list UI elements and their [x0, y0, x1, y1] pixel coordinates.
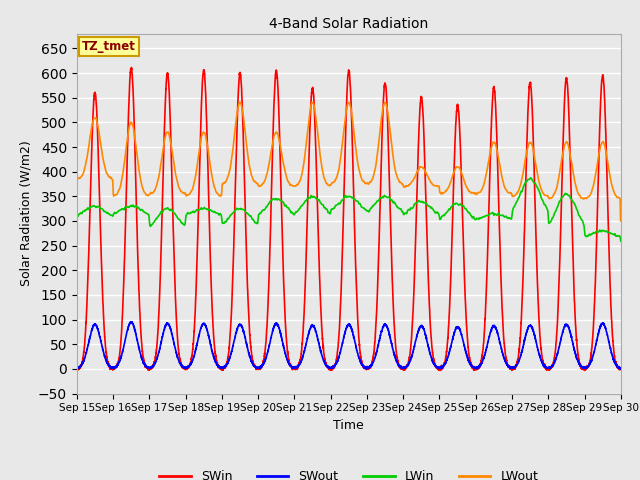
SWout — [329, 363, 337, 369]
SWout — [171, 344, 179, 349]
SWout — [473, 366, 481, 372]
LWout — [329, 180, 337, 185]
LWout — [617, 218, 625, 224]
LWin — [328, 206, 336, 212]
LWin — [73, 212, 81, 218]
LWout — [616, 197, 624, 203]
LWin — [171, 211, 179, 216]
LWout — [73, 175, 81, 181]
SWin — [329, 366, 337, 372]
LWout — [471, 191, 479, 197]
Title: 4-Band Solar Radiation: 4-Band Solar Radiation — [269, 17, 428, 31]
SWout — [127, 319, 135, 324]
Line: LWin: LWin — [77, 178, 621, 241]
Legend: SWin, SWout, LWin, LWout: SWin, SWout, LWin, LWout — [154, 465, 543, 480]
LWout — [171, 164, 179, 170]
LWin — [471, 216, 479, 222]
Text: TZ_tmet: TZ_tmet — [82, 40, 136, 53]
X-axis label: Time: Time — [333, 419, 364, 432]
SWout — [471, 365, 479, 371]
LWout — [236, 99, 244, 105]
Line: SWout: SWout — [77, 322, 621, 369]
LWin — [616, 234, 624, 240]
SWin — [127, 65, 135, 71]
LWin — [617, 238, 625, 244]
SWin — [171, 274, 179, 280]
LWout — [441, 190, 449, 195]
SWin — [617, 366, 625, 372]
LWout — [617, 218, 625, 224]
Y-axis label: Solar Radiation (W/m2): Solar Radiation (W/m2) — [19, 141, 33, 287]
SWin — [502, 356, 509, 361]
SWin — [73, 366, 81, 372]
SWout — [617, 366, 625, 372]
LWin — [527, 175, 534, 180]
LWout — [502, 186, 509, 192]
SWout — [502, 360, 509, 366]
Line: SWin: SWin — [77, 68, 621, 371]
SWin — [328, 368, 335, 373]
SWin — [441, 359, 449, 365]
LWin — [502, 214, 509, 219]
SWout — [441, 361, 449, 367]
SWout — [73, 365, 81, 371]
SWin — [471, 366, 479, 372]
LWin — [440, 213, 448, 218]
Line: LWout: LWout — [77, 102, 621, 221]
SWout — [616, 366, 624, 372]
SWin — [616, 365, 624, 371]
